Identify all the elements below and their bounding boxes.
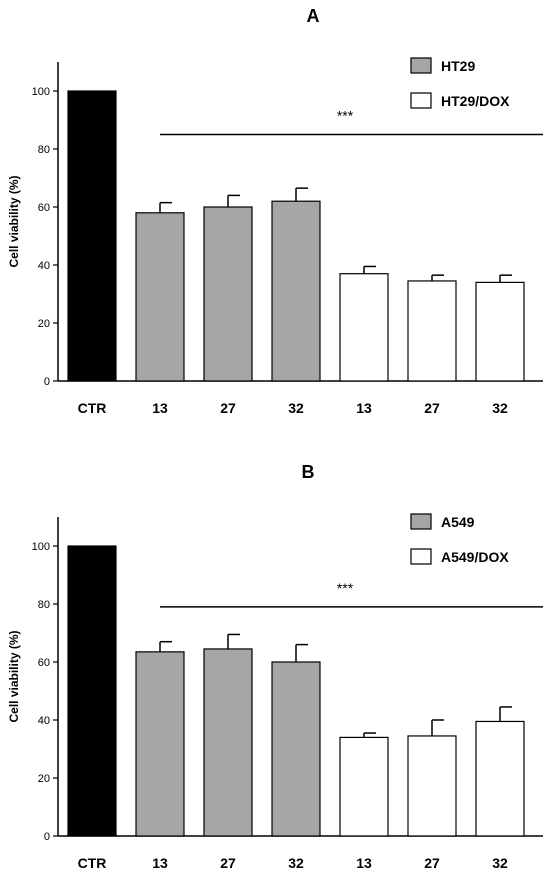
x-tick-label: 13 <box>152 855 168 871</box>
bar-series1-2 <box>203 648 253 837</box>
legend-swatch <box>410 548 432 565</box>
y-tick-label: 60 <box>38 202 50 214</box>
y-tick-label: 20 <box>38 773 50 785</box>
bar-series1-3 <box>271 661 321 837</box>
x-tick-label: 27 <box>424 855 440 871</box>
legend-label: A549 <box>441 514 475 530</box>
legend-swatch <box>410 92 432 109</box>
y-axis-title: Cell viability (%) <box>7 175 21 267</box>
legend-label: HT29/DOX <box>441 93 510 109</box>
bar-series1-1 <box>135 212 185 382</box>
y-tick-label: 100 <box>32 541 50 553</box>
bar-series1-3 <box>271 200 321 382</box>
x-tick-label: 32 <box>492 855 508 871</box>
x-tick-label: 13 <box>356 400 372 416</box>
bar-control-0 <box>67 90 117 382</box>
x-tick-label: 32 <box>288 855 304 871</box>
x-tick-label: 13 <box>152 400 168 416</box>
panel-letter: B <box>302 462 315 482</box>
y-tick-label: 0 <box>44 376 50 388</box>
x-tick-label: CTR <box>78 400 107 416</box>
bar-series2-4 <box>339 273 389 382</box>
bar-series2-5 <box>407 280 457 382</box>
legend-label: HT29 <box>441 58 475 74</box>
y-tick-label: 60 <box>38 657 50 669</box>
bar-control-0 <box>67 545 117 837</box>
bar-series2-6 <box>475 720 525 837</box>
y-tick-label: 40 <box>38 715 50 727</box>
x-tick-label: 27 <box>220 400 236 416</box>
x-tick-label: 27 <box>220 855 236 871</box>
legend-swatch <box>410 513 432 530</box>
significance-label: *** <box>337 580 354 596</box>
x-tick-label: CTR <box>78 855 107 871</box>
significance-label: *** <box>337 108 354 124</box>
bar-series2-5 <box>407 735 457 837</box>
x-tick-label: 32 <box>288 400 304 416</box>
bar-series2-6 <box>475 281 525 382</box>
bar-series1-2 <box>203 206 253 382</box>
bar-series2-4 <box>339 736 389 837</box>
legend-swatch <box>410 57 432 74</box>
y-tick-label: 80 <box>38 144 50 156</box>
y-tick-label: 100 <box>32 86 50 98</box>
bar-series1-1 <box>135 651 185 837</box>
y-tick-label: 80 <box>38 599 50 611</box>
chart-panel-a: A 0 20 40 60 80 100 Cell viability (%) CTR 13 27 32… <box>7 6 543 416</box>
y-tick-label: 40 <box>38 260 50 272</box>
y-tick-label: 0 <box>44 831 50 843</box>
x-tick-label: 13 <box>356 855 372 871</box>
legend-label: A549/DOX <box>441 549 509 565</box>
y-axis-title: Cell viability (%) <box>7 630 21 722</box>
y-tick-label: 20 <box>38 318 50 330</box>
panel-letter: A <box>307 6 320 26</box>
chart-panel-b: B 0 20 40 60 80 100 Cell viability (%) CTR 13 27 32… <box>7 462 543 871</box>
x-tick-label: 27 <box>424 400 440 416</box>
x-tick-label: 32 <box>492 400 508 416</box>
